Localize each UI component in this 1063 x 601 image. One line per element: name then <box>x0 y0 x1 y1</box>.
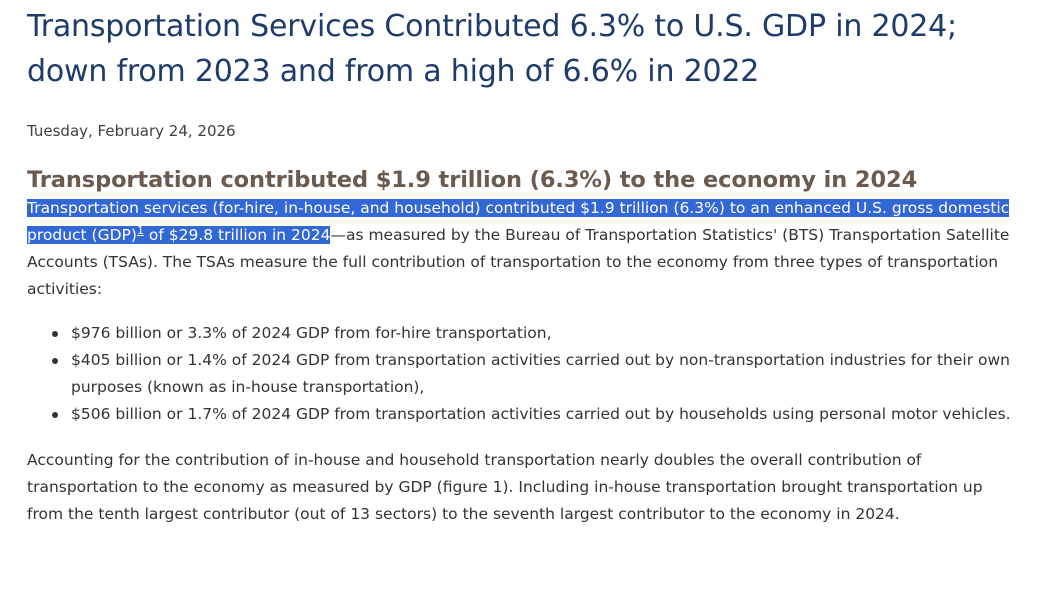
article-page: Transportation Services Contributed 6.3%… <box>27 9 1017 523</box>
section-heading: Transportation contributed $1.9 trillion… <box>27 167 918 193</box>
intro-rest-text: —as measured by the Bureau of Transporta… <box>27 226 1010 298</box>
contribution-list: $976 billion or 3.3% of 2024 GDP from fo… <box>27 320 1017 428</box>
publish-date: Tuesday, February 24, 2026 <box>27 122 236 140</box>
closing-paragraph: Accounting for the contribution of in-ho… <box>27 451 983 523</box>
list-item-text: $506 billion or 1.7% of 2024 GDP from tr… <box>71 405 1011 423</box>
list-item: $506 billion or 1.7% of 2024 GDP from tr… <box>52 401 1017 428</box>
selected-text-part2: of $29.8 trillion in 2024 <box>143 226 331 244</box>
list-item-text: $976 billion or 3.3% of 2024 GDP from fo… <box>71 324 552 342</box>
page-title: Transportation Services Contributed 6.3%… <box>27 9 957 89</box>
intro-paragraph: Transportation services (for-hire, in-ho… <box>27 195 1017 303</box>
bullet-dot <box>52 412 58 418</box>
list-item: $405 billion or 1.4% of 2024 GDP from tr… <box>52 347 1017 401</box>
bullet-dot <box>52 331 58 337</box>
bullet-dot <box>52 358 58 364</box>
selected-text-part1: Transportation services (for-hire, in-ho… <box>27 199 1010 244</box>
list-item-text: $405 billion or 1.4% of 2024 GDP from tr… <box>71 351 1010 396</box>
list-item: $976 billion or 3.3% of 2024 GDP from fo… <box>52 320 1017 347</box>
footnote-link[interactable]: 1 <box>136 223 144 237</box>
